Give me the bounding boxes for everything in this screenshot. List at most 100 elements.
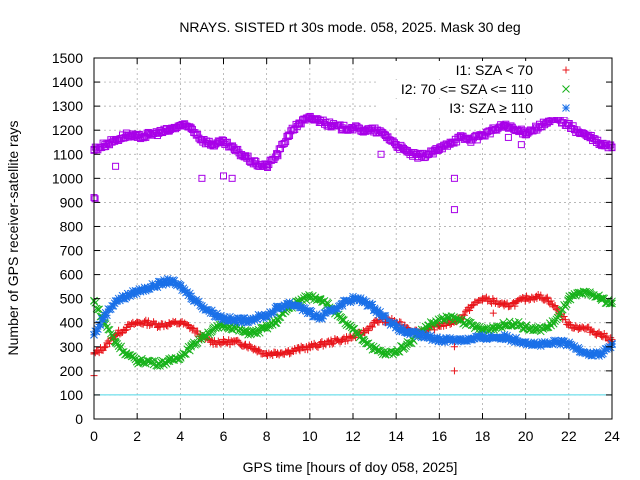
data-point (295, 345, 303, 353)
legend-marker (562, 104, 570, 112)
data-point (522, 129, 530, 137)
data-point (511, 318, 519, 327)
y-tick-label: 200 (60, 363, 84, 379)
data-point (327, 338, 335, 346)
data-point (586, 133, 594, 141)
x-axis-label: GPS time [hours of doy 058, 2025] (243, 459, 458, 475)
data-point (564, 340, 573, 349)
series-marker (117, 329, 125, 337)
series-marker (264, 310, 273, 319)
data-point (403, 148, 411, 156)
y-tick-label: 1300 (52, 98, 83, 114)
data-point (468, 136, 476, 144)
data-point (543, 323, 552, 332)
data-point (230, 145, 238, 153)
series-marker (562, 300, 571, 309)
series-marker (270, 309, 278, 317)
chart-title: NRAYS. SISTED rt 30s mode. 058, 2025. Ma… (179, 19, 520, 35)
legend-marker (562, 85, 570, 93)
data-point (338, 316, 347, 325)
data-point (273, 316, 282, 325)
data-point (425, 150, 433, 158)
series-marker (104, 325, 113, 334)
data-point (252, 160, 260, 168)
data-point (284, 299, 293, 308)
data-point (500, 333, 508, 342)
data-point (263, 350, 271, 358)
data-point (209, 141, 217, 149)
series-marker (394, 347, 403, 356)
y-tick-label: 1100 (53, 146, 83, 162)
data-point (122, 324, 130, 332)
series-marker (141, 318, 149, 326)
data-point (575, 289, 584, 298)
series-marker (235, 314, 243, 323)
series-marker (549, 336, 558, 345)
data-point (263, 162, 271, 170)
data-point (230, 338, 238, 346)
series-marker (210, 337, 218, 345)
data-point (413, 330, 422, 339)
series-marker (549, 319, 558, 328)
series-marker (375, 310, 383, 319)
series-marker (153, 283, 162, 292)
series-marker (569, 122, 577, 130)
data-point (305, 292, 314, 301)
series-marker (101, 308, 110, 317)
data-point (220, 338, 227, 346)
data-point (144, 357, 152, 366)
legend-background (378, 99, 606, 117)
series-marker (94, 305, 102, 314)
y-tick-label: 500 (60, 291, 84, 307)
data-point (532, 326, 541, 334)
series-marker (590, 349, 598, 358)
y-tick-label: 1400 (52, 74, 83, 90)
series-marker (183, 321, 191, 329)
series-marker (599, 294, 607, 302)
data-point (316, 294, 325, 303)
legend-marker (562, 66, 570, 74)
outlier-point (228, 174, 236, 182)
data-point (597, 141, 605, 149)
data-point (586, 350, 595, 358)
data-point (500, 302, 508, 310)
data-point (176, 282, 185, 291)
series-marker (109, 302, 118, 310)
series-marker (393, 321, 401, 330)
y-axis-label: Number of GPS receiver-satellite rays (5, 121, 21, 356)
series-marker (240, 314, 249, 322)
data-point (122, 350, 131, 358)
data-point (101, 141, 109, 149)
data-point (554, 314, 562, 322)
series-marker (368, 300, 377, 309)
data-point (586, 289, 595, 298)
series-marker (462, 307, 470, 315)
series-marker (244, 318, 252, 327)
series-marker (298, 306, 307, 315)
legend-label: I1: SZA < 70 (456, 62, 534, 78)
series-marker (126, 292, 135, 300)
data-point (209, 338, 217, 346)
series-marker (94, 347, 102, 355)
data-point (252, 314, 260, 322)
legend-label: I2: 70 <= SZA <= 110 (401, 81, 533, 97)
series-marker (552, 305, 560, 313)
series-marker (389, 319, 397, 327)
series-marker (503, 331, 511, 340)
series-marker (606, 343, 615, 352)
series-marker (583, 348, 592, 357)
data-point (446, 138, 454, 146)
data-point (262, 311, 271, 320)
data-point (176, 121, 184, 129)
data-point (511, 299, 519, 307)
data-point (435, 335, 444, 344)
outlier-point (112, 162, 120, 170)
outlier-point (450, 367, 458, 375)
data-point (155, 129, 163, 137)
series-marker (160, 276, 168, 284)
data-point (489, 126, 497, 134)
series-marker (349, 325, 357, 333)
data-point (564, 294, 573, 303)
outlier-point (198, 174, 206, 182)
